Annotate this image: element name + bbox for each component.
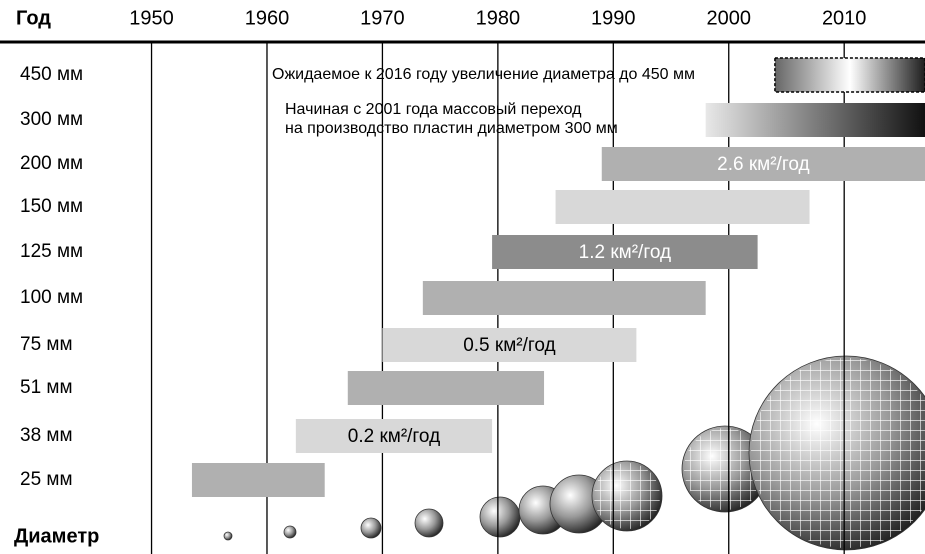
y-tick-label: 200 мм xyxy=(20,153,83,174)
x-tick-label: 2000 xyxy=(707,7,752,29)
wafer xyxy=(415,509,443,537)
x-tick-label: 2010 xyxy=(822,7,867,29)
note: на производство пластин диаметром 300 мм xyxy=(285,120,618,137)
x-axis-title: Год xyxy=(16,7,51,29)
bar xyxy=(192,463,325,497)
y-tick-label: 450 мм xyxy=(20,64,83,85)
y-tick-label: 125 мм xyxy=(20,241,83,262)
x-tick-label: 1950 xyxy=(129,7,174,29)
chart: Год Диаметр Ожидаемое к 2016 году увелич… xyxy=(0,0,925,554)
y-tick-label: 75 мм xyxy=(20,334,73,355)
bar xyxy=(775,58,925,92)
wafer-grid xyxy=(594,463,660,529)
note: Ожидаемое к 2016 году увеличение диаметр… xyxy=(272,66,695,83)
y-tick-label: 38 мм xyxy=(20,425,73,446)
x-tick-label: 1960 xyxy=(245,7,290,29)
y-tick-label: 300 мм xyxy=(20,109,83,130)
wafer xyxy=(480,497,520,537)
x-tick-label: 1970 xyxy=(360,7,405,29)
note: Начиная с 2001 года массовый переход xyxy=(285,101,582,118)
wafer xyxy=(284,526,296,538)
bar xyxy=(556,190,810,224)
bottom-label: Диаметр xyxy=(14,525,99,547)
bar-label: 1.2 км²/год xyxy=(579,242,671,263)
y-tick-label: 25 мм xyxy=(20,469,73,490)
bar-label: 2.6 км²/год xyxy=(717,154,809,175)
wafer xyxy=(361,518,381,538)
y-tick-label: 100 мм xyxy=(20,287,83,308)
bar-label: 0.2 км²/год xyxy=(348,426,440,447)
y-tick-label: 51 мм xyxy=(20,377,73,398)
bar xyxy=(706,103,925,137)
wafer xyxy=(224,532,232,540)
bar xyxy=(348,371,544,405)
y-tick-label: 150 мм xyxy=(20,196,83,217)
bar xyxy=(423,281,706,315)
bar-label: 0.5 км²/год xyxy=(463,335,555,356)
x-tick-label: 1990 xyxy=(591,7,636,29)
x-tick-label: 1980 xyxy=(476,7,521,29)
